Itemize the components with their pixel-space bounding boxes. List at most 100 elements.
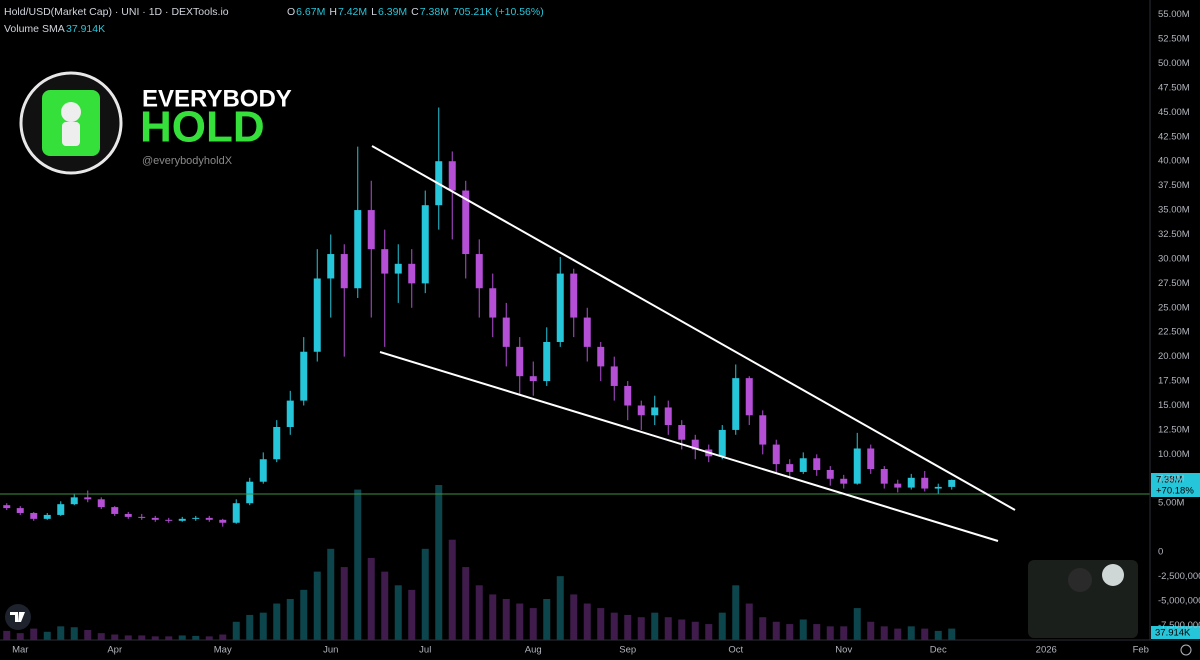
volume-bar <box>232 621 240 640</box>
volume-bar <box>462 567 470 640</box>
price-tag <box>1151 473 1200 497</box>
volume-bar <box>111 634 119 640</box>
candle-body <box>570 273 578 318</box>
x-tick-label: Aug <box>525 645 542 656</box>
y-tick-label: 22.50M <box>1158 327 1190 338</box>
volume-bar <box>745 603 753 640</box>
volume-bar <box>678 619 686 640</box>
candle-body <box>867 448 875 470</box>
candle-body <box>408 263 416 284</box>
y-tick-label: 7.50M <box>1158 473 1184 484</box>
y-tick-label: 12.50M <box>1158 424 1190 435</box>
volume-bar <box>651 612 659 640</box>
candle-body <box>759 415 767 445</box>
volume-bar <box>259 612 267 640</box>
candle-body <box>394 263 402 274</box>
logo-figure <box>61 102 81 122</box>
volume-bar <box>597 608 605 640</box>
volume-bar <box>124 635 132 640</box>
volume-bar <box>853 608 861 640</box>
overlay-handle: @everybodyholdX <box>142 155 233 167</box>
candle-body <box>246 481 254 504</box>
ohlc-key: L <box>371 6 377 18</box>
ohlc-value: 6.67M <box>296 6 325 18</box>
volume-bar <box>691 621 699 640</box>
volume-bar <box>246 614 254 640</box>
candle-body <box>43 514 51 519</box>
overlay-title: HOLD <box>140 103 265 152</box>
volume-bar <box>178 635 186 640</box>
y-tick-label: 37.50M <box>1158 180 1190 191</box>
candle-body <box>178 518 186 521</box>
volume-bar <box>570 594 578 640</box>
volume-bar <box>57 626 65 640</box>
volume-bar <box>948 628 956 640</box>
candle-body <box>327 254 335 279</box>
y-tick-label: 27.50M <box>1158 278 1190 289</box>
candle-body <box>354 210 362 289</box>
y-tick-label: 50.00M <box>1158 58 1190 69</box>
candle-body <box>651 407 659 416</box>
volume-bar <box>421 548 429 640</box>
candle-body <box>475 254 483 289</box>
logo-figure <box>62 122 80 146</box>
volume-bar <box>705 624 713 640</box>
volume-bar <box>813 624 821 640</box>
y-tick-label: 10.00M <box>1158 449 1190 460</box>
candle-body <box>192 517 200 519</box>
volume-bar <box>273 603 281 640</box>
y-tick-label: 42.50M <box>1158 131 1190 142</box>
volume-bar <box>934 630 942 640</box>
candle-body <box>921 477 929 489</box>
x-tick-label: Feb <box>1133 645 1149 656</box>
x-tick-label: Apr <box>107 645 122 656</box>
candle-body <box>556 273 564 342</box>
candle-body <box>124 513 132 517</box>
avatar-image <box>1068 568 1092 592</box>
x-tick-label: Jul <box>419 645 431 656</box>
volume-bar <box>880 626 888 640</box>
volume-bar <box>340 567 348 640</box>
candle-body <box>273 426 281 460</box>
y-tick-label: 45.00M <box>1158 107 1190 118</box>
volume-bar <box>732 585 740 640</box>
volume-bar <box>921 628 929 640</box>
candle-body <box>3 505 11 509</box>
candle-body <box>637 405 645 416</box>
volume-bar <box>381 571 389 640</box>
candle-body <box>286 400 294 427</box>
candle-body <box>381 249 389 274</box>
candle-body <box>516 346 524 377</box>
volume-bar <box>543 598 551 640</box>
candle-body <box>462 190 470 255</box>
candle-body <box>813 458 821 470</box>
volume-bar <box>30 628 38 640</box>
candle-body <box>732 378 740 430</box>
volume-bar <box>84 629 92 640</box>
volume-tag-value: 37.914K <box>1155 628 1191 639</box>
volume-bar <box>516 603 524 640</box>
volume-value: 37.914K <box>66 23 105 35</box>
settings-icon[interactable] <box>1180 644 1192 656</box>
volume-bar <box>138 635 146 640</box>
ohlc-key: H <box>329 6 337 18</box>
volume-bar <box>529 608 537 640</box>
volume-bar <box>718 612 726 640</box>
symbol: Hold/USD(Market Cap) · UNI · 1D · DEXToo… <box>4 6 229 18</box>
y-tick-label: 0 <box>1158 547 1163 558</box>
candle-body <box>219 519 227 523</box>
x-tick-label: Sep <box>619 645 636 656</box>
candle-body <box>880 469 888 484</box>
volume-bar <box>151 636 159 640</box>
y-tick-label: 35.00M <box>1158 205 1190 216</box>
ohlc-value: 6.39M <box>378 6 407 18</box>
volume-bar <box>408 589 416 640</box>
upper-trendline <box>371 145 1016 511</box>
volume-bar <box>786 624 794 640</box>
volume-bar <box>192 635 200 640</box>
y-tick-label: 20.00M <box>1158 351 1190 362</box>
candle-body <box>259 459 267 482</box>
